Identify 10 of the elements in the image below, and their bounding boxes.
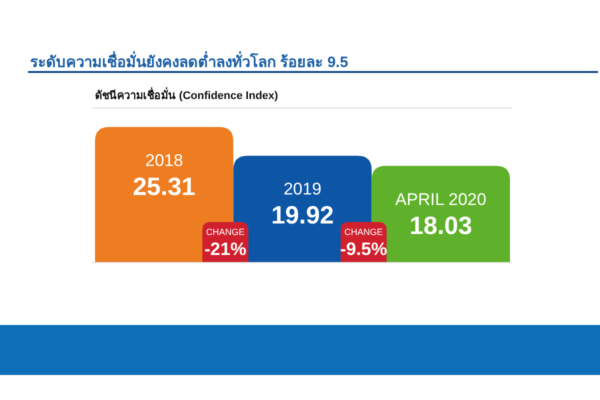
x-tick-label: 2018: [145, 151, 184, 170]
annotation: CHANGE -21%: [204, 227, 246, 259]
chart-subtitle: ดัชนีความเชื่อมั่น (Confidence Index): [95, 87, 278, 102]
x-tick-label: APRIL 2020: [395, 190, 486, 209]
x-tick-label: 2019: [284, 180, 322, 199]
chart-title: ระดับความเชื่อมั่นยังคงลดต่ำลงทั่วโลก ร้อยละ 9.5: [30, 51, 348, 71]
annotation: CHANGE -9.5%: [340, 227, 388, 259]
data-label: 19.92: [271, 202, 334, 230]
data-label: 18.03: [410, 212, 472, 240]
data-label: 25.31: [132, 173, 196, 201]
